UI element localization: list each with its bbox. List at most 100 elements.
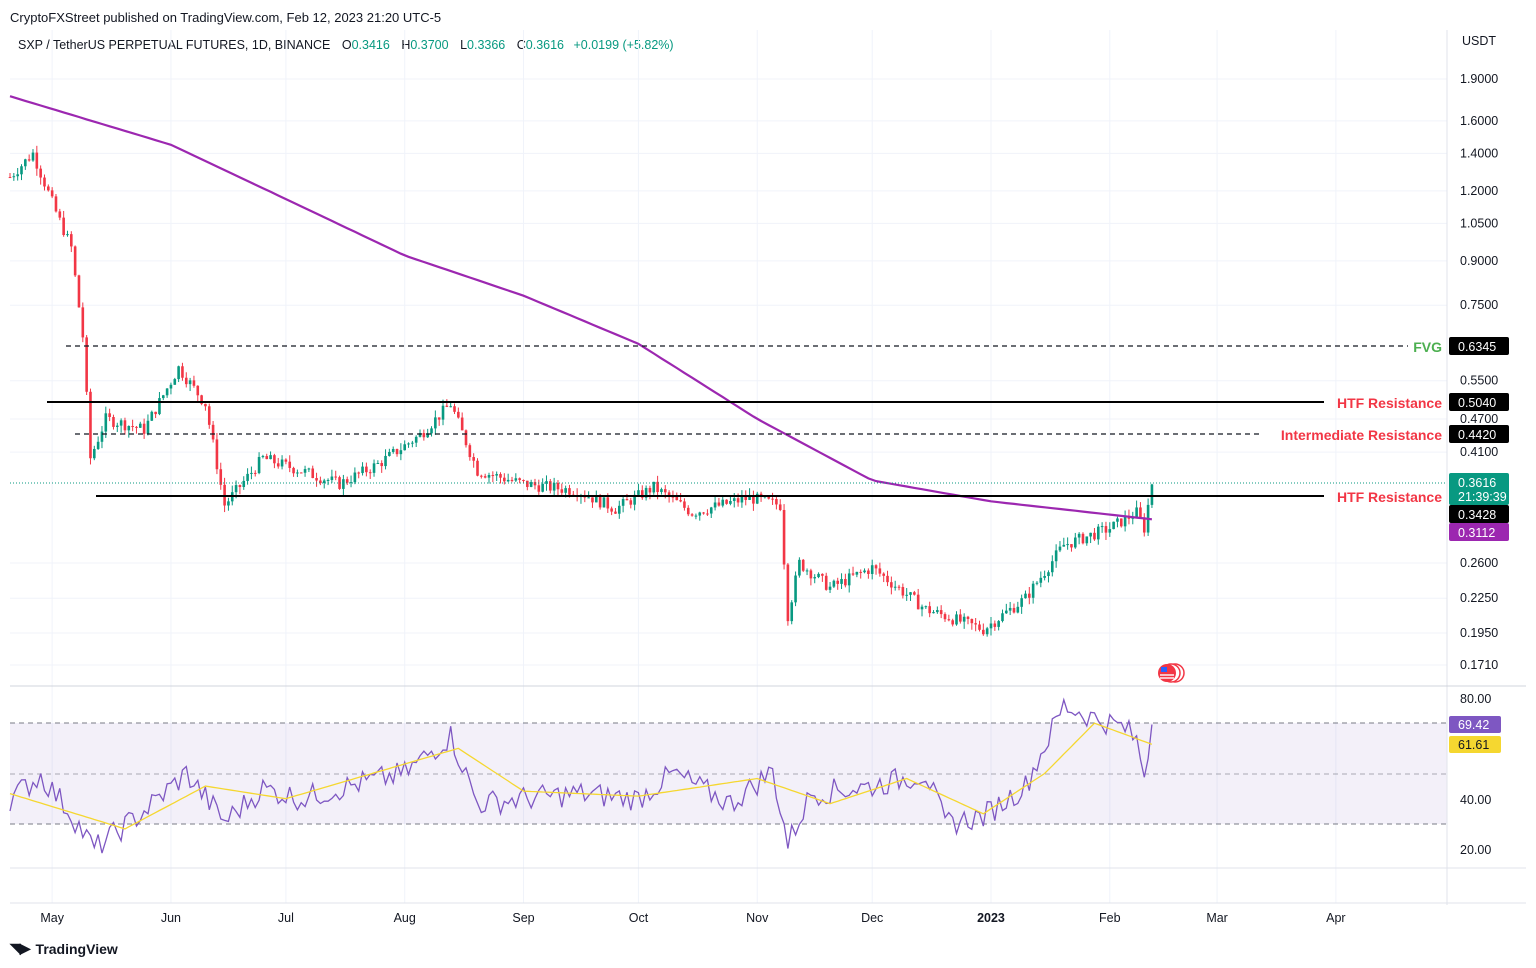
candle-body xyxy=(955,614,958,625)
candle-body xyxy=(142,423,146,434)
svg-text:61.61: 61.61 xyxy=(1458,738,1489,752)
candle-body xyxy=(39,168,42,178)
candle-body xyxy=(1116,518,1119,522)
candle-body xyxy=(1062,544,1066,547)
candle-body xyxy=(526,480,529,487)
candle-body xyxy=(123,420,127,431)
rsi-tick-80: 80.00 xyxy=(1460,692,1491,706)
candle-body xyxy=(545,481,548,484)
candle-body xyxy=(679,500,682,502)
candle-body xyxy=(430,428,433,434)
candle-body xyxy=(330,476,334,480)
candle-body xyxy=(920,606,924,610)
candle-body xyxy=(564,488,567,493)
rsi-tick-20: 20.00 xyxy=(1460,843,1491,857)
price-tick-label: 1.0500 xyxy=(1460,216,1498,230)
candle-body xyxy=(840,579,843,584)
candle-body xyxy=(1043,576,1046,578)
candle-body xyxy=(192,380,196,386)
candle-body xyxy=(1001,613,1004,622)
candle-body xyxy=(928,606,931,614)
rsi-ma-value-tag: 61.61 xyxy=(1449,736,1501,753)
candle-body xyxy=(721,499,725,506)
candle-body xyxy=(1028,593,1031,598)
candle-body xyxy=(70,234,73,247)
candle-body xyxy=(16,174,19,177)
candle-body xyxy=(801,559,805,571)
candle-body xyxy=(104,413,108,432)
candle-body xyxy=(1012,607,1016,613)
candles xyxy=(8,145,1154,637)
candle-body xyxy=(395,448,399,455)
candle-body xyxy=(227,501,230,506)
candle-body xyxy=(207,406,211,425)
candle-body xyxy=(982,629,985,635)
candle-body xyxy=(936,610,939,613)
htf-lower-label: HTF Resistance xyxy=(1337,489,1442,505)
candle-body xyxy=(307,468,311,470)
candle-body xyxy=(790,602,794,622)
candle-body xyxy=(993,623,997,627)
candle-body xyxy=(491,475,495,477)
candle-body xyxy=(1039,577,1043,583)
candle-body xyxy=(414,436,418,443)
low-value: 0.3366 xyxy=(467,38,506,52)
candle-body xyxy=(315,478,318,481)
candle-body xyxy=(591,497,594,503)
candle-body xyxy=(529,482,533,487)
candle-body xyxy=(81,307,85,338)
candle-body xyxy=(667,492,671,497)
candle-body xyxy=(388,451,391,456)
svg-text:0.4420: 0.4420 xyxy=(1458,428,1496,442)
candle-body xyxy=(399,450,403,455)
candle-body xyxy=(602,497,606,508)
symbol-title[interactable]: SXP / TetherUS PERPETUAL FUTURES, 1D, BI… xyxy=(18,38,331,52)
candle-body xyxy=(169,384,173,389)
candle-body xyxy=(349,482,353,484)
candle-body xyxy=(269,455,272,460)
candle-body xyxy=(506,479,510,482)
candle-body xyxy=(598,495,602,508)
candle-body xyxy=(85,337,88,392)
candle-body xyxy=(962,616,966,622)
candle-body xyxy=(633,494,636,505)
candle-body xyxy=(909,592,912,595)
candle-body xyxy=(794,575,797,603)
time-tick-label: Sep xyxy=(512,911,534,925)
candle-body xyxy=(844,579,847,586)
candle-body xyxy=(855,571,859,575)
candle-body xyxy=(476,460,479,476)
candle-body xyxy=(782,509,786,565)
candle-body xyxy=(648,487,652,493)
price-axis[interactable]: 1.9000 1.6000 1.4000 1.2000 1.0500 0.9000 0.75… xyxy=(1460,72,1498,672)
candle-body xyxy=(345,479,349,483)
candle-body xyxy=(706,513,709,515)
candle-body xyxy=(732,498,736,501)
candle-body xyxy=(47,186,50,191)
candle-body xyxy=(495,474,498,476)
candle-body xyxy=(181,366,184,378)
rsi-line xyxy=(9,697,1153,854)
candle-body xyxy=(353,472,357,483)
last-price-tag: 0.3616 21:39:39 xyxy=(1449,473,1509,505)
candle-body xyxy=(694,515,698,517)
candle-body xyxy=(211,424,215,440)
candle-body xyxy=(878,568,882,574)
candle-body xyxy=(54,196,58,212)
candle-body xyxy=(43,177,46,187)
candle-body xyxy=(1070,544,1073,548)
candle-body xyxy=(127,426,131,431)
candle-body xyxy=(913,592,916,595)
htf-upper-label: HTF Resistance xyxy=(1337,395,1442,411)
time-axis[interactable]: May Jun Jul Aug Sep Oct Nov Dec 2023 Feb Mar Apr xyxy=(40,911,1345,925)
tradingview-logo[interactable]: ◥▶ TradingView xyxy=(10,940,118,957)
candle-body xyxy=(1054,550,1058,562)
svg-text:0.6345: 0.6345 xyxy=(1458,340,1496,354)
candle-body xyxy=(974,623,977,625)
candle-body xyxy=(441,405,445,420)
candle-body xyxy=(1104,526,1108,533)
candle-body xyxy=(828,586,832,590)
us-flag-event-icon[interactable] xyxy=(1158,663,1185,683)
candle-body xyxy=(453,406,456,412)
